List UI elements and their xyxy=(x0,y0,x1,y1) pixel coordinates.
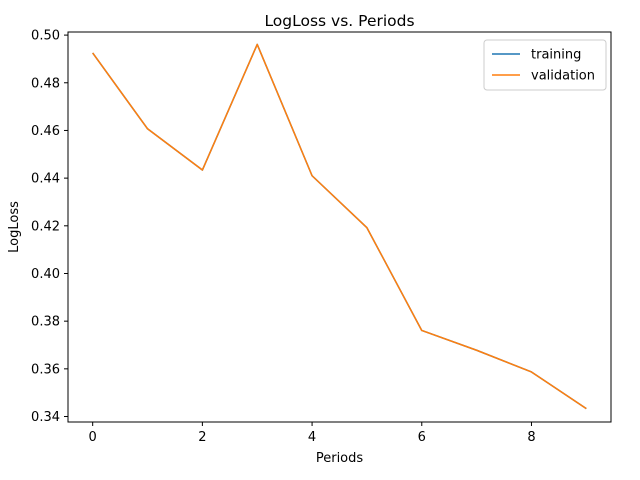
legend-label-training: training xyxy=(531,48,581,63)
chart-title: LogLoss vs. Periods xyxy=(264,12,414,30)
x-tick-label: 2 xyxy=(198,430,206,445)
x-tick-label: 8 xyxy=(527,430,535,445)
legend: training validation xyxy=(483,39,607,91)
x-axis-ticks: 0 2 4 6 8 xyxy=(89,422,536,445)
series-lines xyxy=(92,43,587,410)
x-tick-label: 0 xyxy=(89,430,97,445)
y-axis-label: LogLoss xyxy=(7,201,22,253)
y-tick-label: 0.40 xyxy=(31,267,60,282)
y-tick-label: 0.44 xyxy=(31,172,60,187)
y-tick-label: 0.36 xyxy=(31,362,60,377)
y-axis-ticks: 0.34 0.36 0.38 0.40 0.42 0.44 0.46 0.48 0.50 xyxy=(31,29,68,425)
x-tick-label: 6 xyxy=(418,430,426,445)
y-tick-label: 0.42 xyxy=(31,219,60,234)
y-tick-label: 0.46 xyxy=(31,124,60,139)
y-tick-label: 0.50 xyxy=(31,29,60,44)
y-tick-label: 0.34 xyxy=(31,410,60,425)
x-tick-label: 4 xyxy=(308,430,316,445)
y-tick-label: 0.48 xyxy=(31,76,60,91)
y-tick-label: 0.38 xyxy=(31,315,60,330)
plot-frame xyxy=(67,31,612,423)
plot-area xyxy=(68,32,611,422)
series-line-validation xyxy=(92,43,587,410)
x-axis-label: Periods xyxy=(316,451,364,466)
legend-label-validation: validation xyxy=(531,69,595,84)
legend-box xyxy=(483,39,607,91)
